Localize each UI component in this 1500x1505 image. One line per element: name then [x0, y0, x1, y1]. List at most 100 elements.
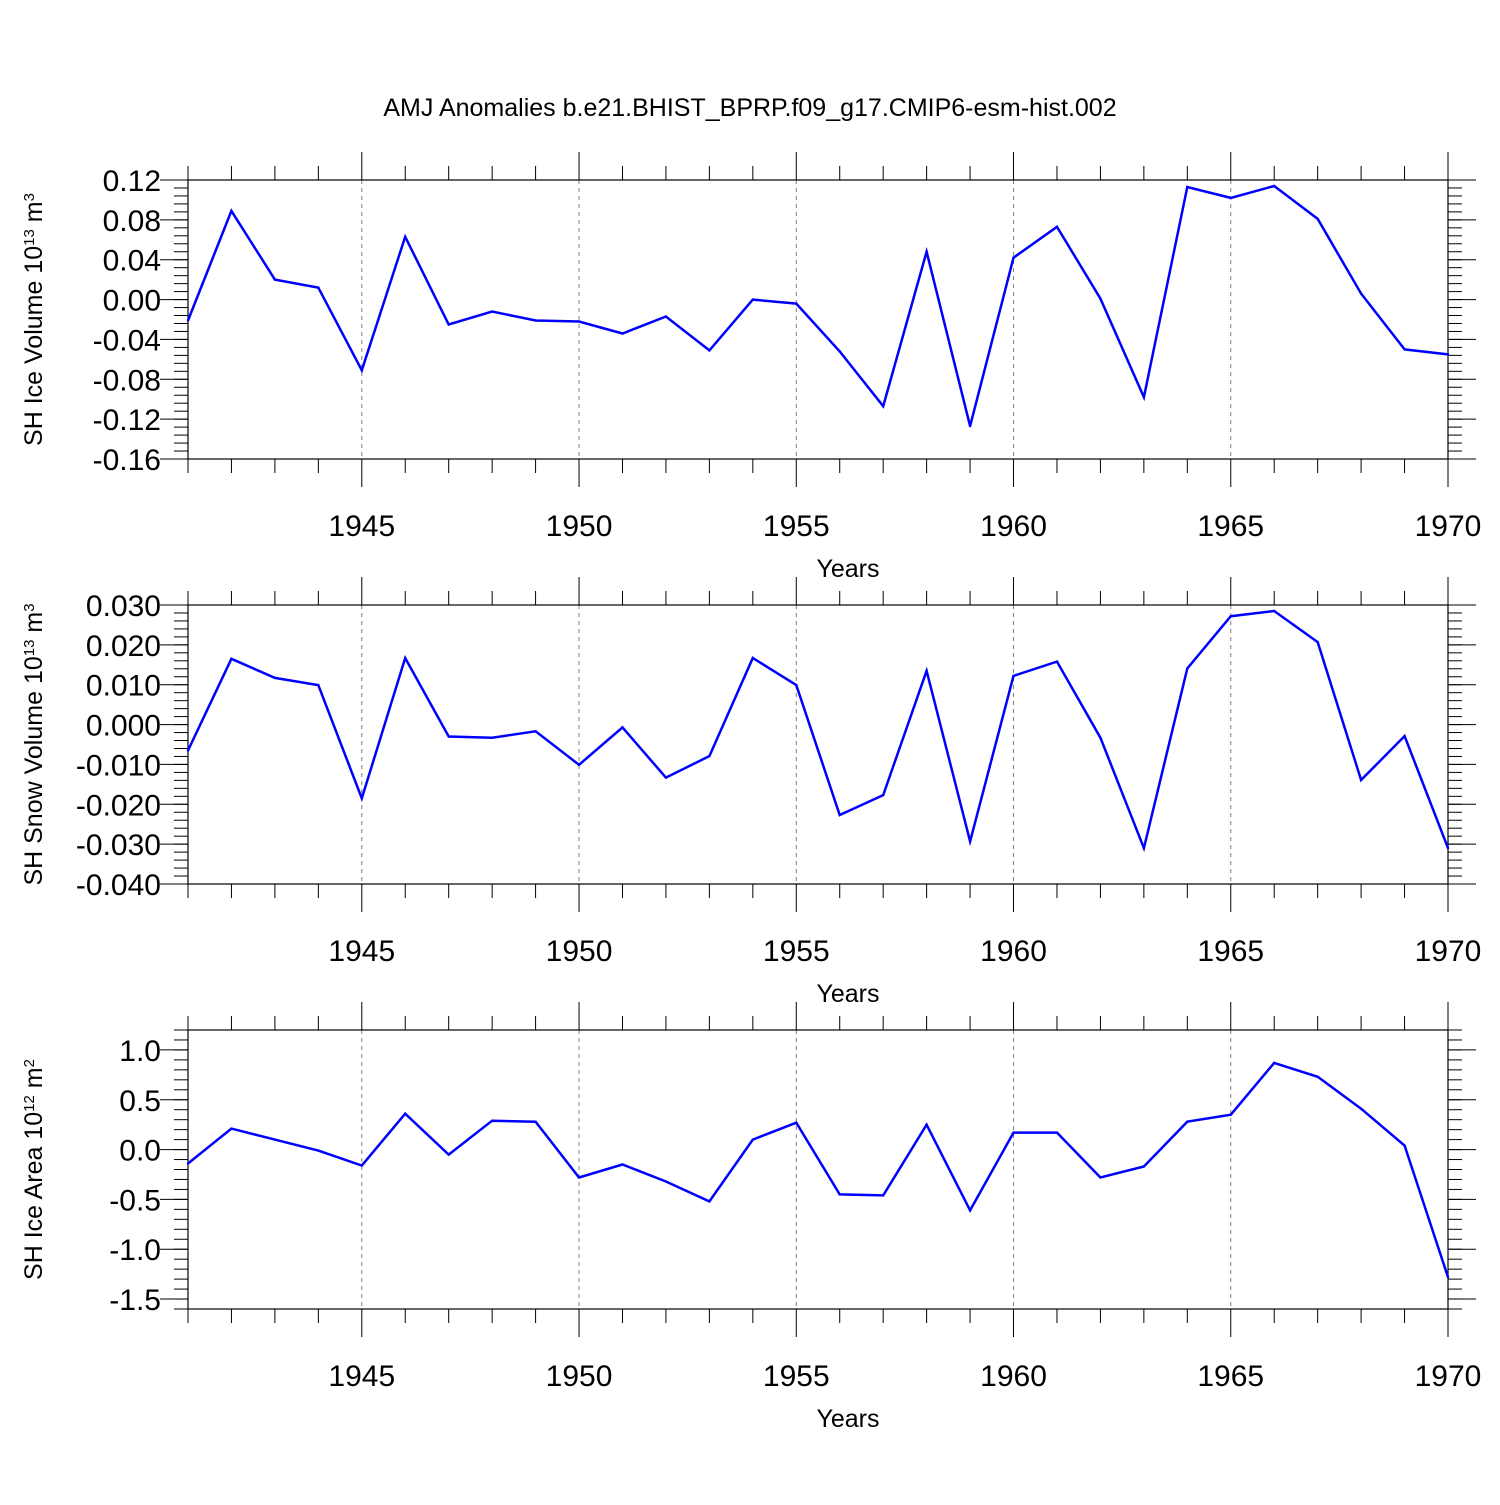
data-point: [1055, 1131, 1059, 1134]
x-tick-label: 1955: [763, 1360, 830, 1393]
x-tick-label: 1950: [546, 1360, 613, 1393]
plot-frame: [187, 1029, 1449, 1310]
y-tick-label: -0.08: [93, 364, 161, 397]
y-tick-label: -0.16: [93, 444, 161, 477]
data-point: [1359, 1107, 1363, 1110]
data-point: [273, 278, 277, 281]
x-tick-label: 1945: [328, 510, 395, 543]
data-point: [795, 302, 798, 305]
x-tick-label: 1960: [980, 935, 1047, 968]
y-axis-title: SH Snow Volume 1013 m3: [20, 603, 48, 885]
data-point: [577, 320, 581, 323]
y-tick-label: -1.0: [109, 1234, 161, 1267]
data-point: [577, 1176, 581, 1179]
data-point: [534, 730, 537, 733]
data-point: [1012, 1131, 1015, 1134]
data-point: [708, 349, 711, 352]
data-point: [621, 726, 624, 729]
data-point: [838, 350, 841, 353]
data-point: [360, 1164, 363, 1167]
data-point: [317, 286, 320, 289]
series-line: [186, 609, 1450, 853]
data-point: [447, 735, 450, 738]
data-point: [490, 736, 494, 739]
data-point: [838, 813, 841, 817]
data-point: [490, 310, 494, 313]
y-axis-title-ylabel-unit: m: [20, 201, 48, 229]
data-point: [1099, 1176, 1102, 1179]
x-axis-title: Years: [816, 555, 879, 583]
y-axis-title-ylabel-main: SH Snow Volume 10: [20, 656, 48, 885]
data-point: [317, 1149, 320, 1152]
data-point: [230, 209, 233, 213]
data-point: [925, 250, 928, 253]
data-point: [404, 656, 407, 660]
data-point: [708, 754, 711, 758]
x-axis-title: Years: [816, 1405, 879, 1433]
x-tick-label: 1965: [1197, 510, 1264, 543]
data-point: [1229, 1113, 1232, 1116]
data-point: [1446, 1275, 1450, 1279]
x-tick-label: 1965: [1197, 1360, 1264, 1393]
data-point: [1359, 778, 1363, 782]
data-point: [1142, 396, 1146, 399]
data-point: [881, 793, 885, 797]
data-point: [577, 763, 581, 767]
y-tick-label: -0.020: [76, 789, 161, 822]
y-tick-label: -0.5: [109, 1184, 161, 1217]
data-point: [1446, 846, 1450, 850]
y-tick-label: -0.12: [93, 404, 161, 437]
data-point: [1273, 184, 1276, 188]
x-tick-label: 1955: [763, 935, 830, 968]
data-point: [1142, 1165, 1146, 1168]
data-point: [1316, 1075, 1319, 1079]
data-point: [795, 683, 798, 687]
data-point: [621, 1163, 624, 1166]
data-point: [360, 369, 363, 372]
y-tick-label: 0.0: [119, 1135, 161, 1168]
y-tick-label: 0.000: [86, 710, 161, 743]
panel-2: 1945 1950 1955 1960 1965 1970 0.030 0.020 0.010 0…: [20, 577, 1481, 1008]
data-point: [404, 1112, 407, 1115]
data-point: [186, 1162, 190, 1165]
y-tick-label: 0.00: [103, 285, 161, 318]
y-tick-label: -0.04: [93, 324, 161, 357]
data-point: [1186, 667, 1189, 670]
data-point: [317, 683, 320, 687]
data-point: [1012, 674, 1015, 678]
data-point: [1099, 736, 1102, 739]
data-point: [1403, 1144, 1406, 1147]
data-point: [1403, 348, 1406, 351]
data-point: [1273, 609, 1276, 613]
x-tick-label: 1970: [1415, 1360, 1482, 1393]
y-tick-label: 0.12: [103, 165, 161, 198]
data-point: [708, 1200, 711, 1203]
data-point: [230, 1127, 233, 1130]
data-point: [1012, 256, 1015, 259]
y-axis-title-ylabel-unit-exp: 3: [21, 603, 38, 611]
data-point: [1316, 217, 1319, 221]
x-tick-label: 1965: [1197, 935, 1264, 968]
panel-1: 1945 1950 1955 1960 1965 1970 0.12 0.08 0.04 0.00…: [20, 152, 1481, 583]
data-point: [360, 797, 363, 800]
data-point: [1359, 292, 1363, 295]
data-point: [447, 323, 450, 326]
plot-frame: [187, 604, 1449, 885]
y-axis-title-ylabel-unit-exp: 3: [21, 193, 38, 201]
x-tick-label: 1970: [1415, 935, 1482, 968]
data-point: [664, 776, 668, 779]
y-axis-title-ylabel-unit-exp: 2: [21, 1059, 38, 1067]
data-point: [838, 1193, 841, 1196]
data-point: [447, 1153, 450, 1156]
data-point: [534, 319, 537, 322]
y-tick-label: 0.5: [119, 1085, 161, 1118]
x-tick-label: 1950: [546, 510, 613, 543]
y-axis-title-ylabel-unit: m: [20, 612, 48, 640]
data-point: [1229, 196, 1232, 200]
data-point: [404, 235, 407, 238]
data-point: [881, 404, 885, 408]
data-point: [273, 676, 277, 680]
y-axis-title-ylabel-main: SH Ice Area 10: [20, 1112, 48, 1280]
series-line: [186, 184, 1449, 427]
